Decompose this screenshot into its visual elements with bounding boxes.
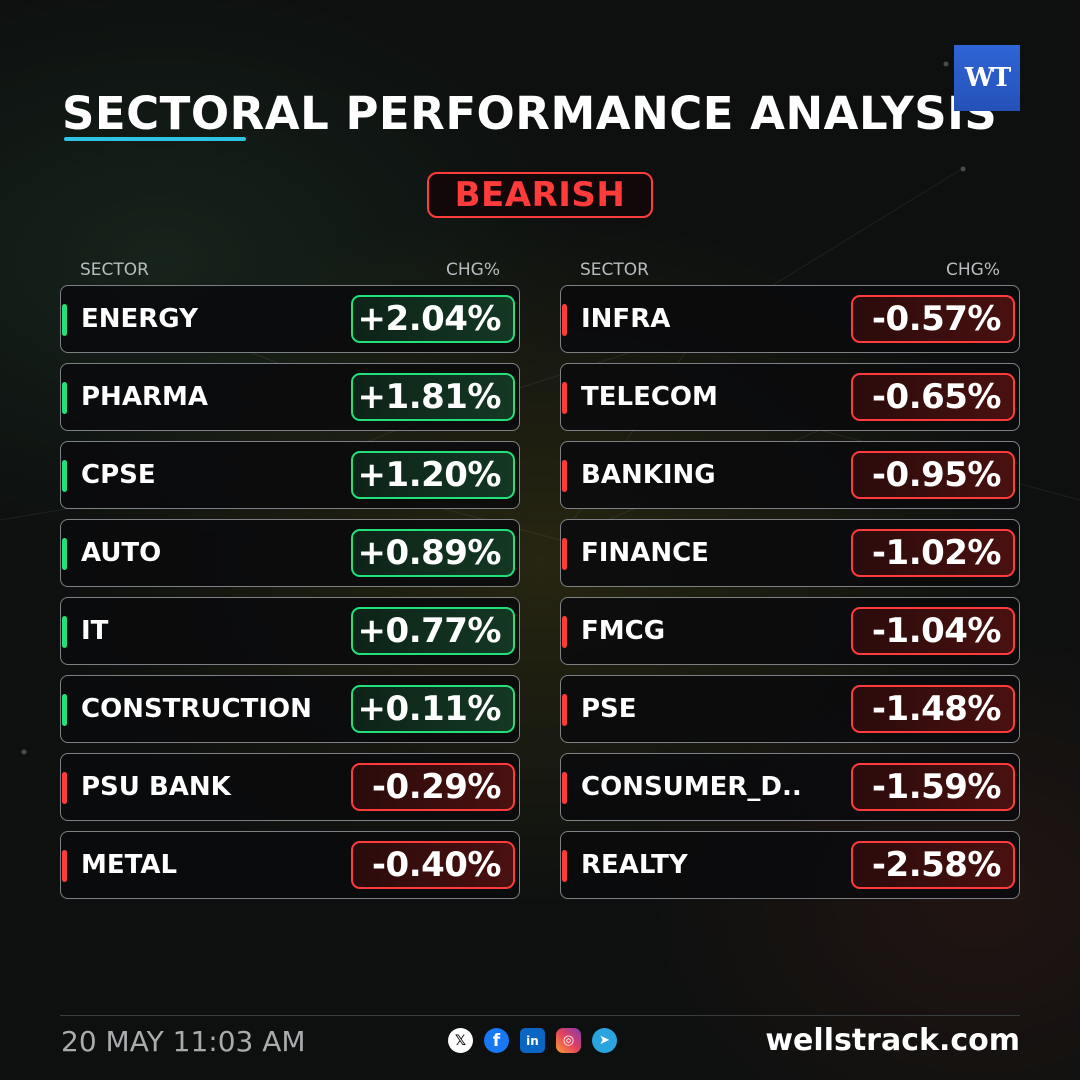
trend-indicator xyxy=(62,772,67,804)
trend-indicator xyxy=(562,382,567,414)
sector-row: FINANCE -1.02% xyxy=(560,519,1020,587)
sector-column-header: SECTOR xyxy=(580,260,649,280)
change-badge: -1.02% xyxy=(851,529,1015,577)
change-badge: -2.58% xyxy=(851,841,1015,889)
trend-indicator xyxy=(562,616,567,648)
table-header: SECTOR CHG% xyxy=(60,260,520,280)
sector-row: TELECOM -0.65% xyxy=(560,363,1020,431)
trend-indicator xyxy=(62,538,67,570)
sector-name: AUTO xyxy=(81,538,162,568)
sector-row: INFRA -0.57% xyxy=(560,285,1020,353)
change-badge: -0.65% xyxy=(851,373,1015,421)
sector-table-left: SECTOR CHG% ENERGY +2.04% PHARMA +1.81% CPSE… xyxy=(60,260,520,899)
sector-name: CPSE xyxy=(81,460,156,490)
change-badge: -1.48% xyxy=(851,685,1015,733)
sector-column-header: SECTOR xyxy=(80,260,149,280)
chg-column-header: CHG% xyxy=(946,260,1000,280)
sector-name: PHARMA xyxy=(81,382,208,412)
website-link[interactable]: wellstrack.com xyxy=(765,1023,1020,1058)
trend-indicator xyxy=(562,304,567,336)
sector-row: IT +0.77% xyxy=(60,597,520,665)
trend-indicator xyxy=(62,382,67,414)
sector-name: INFRA xyxy=(581,304,671,334)
change-badge: +1.20% xyxy=(351,451,515,499)
change-badge: +0.89% xyxy=(351,529,515,577)
change-badge: -0.40% xyxy=(351,841,515,889)
facebook-icon[interactable]: f xyxy=(484,1028,509,1053)
sector-row: ENERGY +2.04% xyxy=(60,285,520,353)
trend-indicator xyxy=(562,538,567,570)
sector-name: CONSUMER_D.. xyxy=(581,772,802,802)
change-badge: -0.29% xyxy=(351,763,515,811)
change-badge: +1.81% xyxy=(351,373,515,421)
sector-name: FMCG xyxy=(581,616,666,646)
sector-row: METAL -0.40% xyxy=(60,831,520,899)
sector-row: BANKING -0.95% xyxy=(560,441,1020,509)
change-badge: +0.11% xyxy=(351,685,515,733)
trend-indicator xyxy=(562,694,567,726)
change-badge: +0.77% xyxy=(351,607,515,655)
table-header: SECTOR CHG% xyxy=(560,260,1020,280)
sector-name: BANKING xyxy=(581,460,716,490)
sector-row: FMCG -1.04% xyxy=(560,597,1020,665)
trend-indicator xyxy=(562,460,567,492)
sentiment-badge: BEARISH xyxy=(427,172,653,218)
sector-row: AUTO +0.89% xyxy=(60,519,520,587)
change-badge: -1.04% xyxy=(851,607,1015,655)
trend-indicator xyxy=(62,460,67,492)
sector-row: PHARMA +1.81% xyxy=(60,363,520,431)
change-badge: +2.04% xyxy=(351,295,515,343)
timestamp: 20 MAY 11:03 AM xyxy=(61,1025,306,1058)
linkedin-icon[interactable]: in xyxy=(520,1028,545,1053)
sector-row: PSE -1.48% xyxy=(560,675,1020,743)
sector-name: PSE xyxy=(581,694,637,724)
sector-row: CONSUMER_D.. -1.59% xyxy=(560,753,1020,821)
sector-name: IT xyxy=(81,616,109,646)
trend-indicator xyxy=(562,772,567,804)
change-badge: -1.59% xyxy=(851,763,1015,811)
trend-indicator xyxy=(62,304,67,336)
change-badge: -0.57% xyxy=(851,295,1015,343)
sector-row: PSU BANK -0.29% xyxy=(60,753,520,821)
sector-row: REALTY -2.58% xyxy=(560,831,1020,899)
sector-name: REALTY xyxy=(581,850,688,880)
sector-table-right: SECTOR CHG% INFRA -0.57% TELECOM -0.65% BANK… xyxy=(560,260,1020,899)
trend-indicator xyxy=(62,850,67,882)
trend-indicator xyxy=(62,694,67,726)
x-icon[interactable]: 𝕏 xyxy=(448,1028,473,1053)
sector-row: CPSE +1.20% xyxy=(60,441,520,509)
footer-divider xyxy=(60,1015,1020,1016)
sector-name: PSU BANK xyxy=(81,772,231,802)
sector-name: METAL xyxy=(81,850,178,880)
chg-column-header: CHG% xyxy=(446,260,500,280)
change-badge: -0.95% xyxy=(851,451,1015,499)
wellstrack-logo: WT xyxy=(954,45,1020,111)
title-underline xyxy=(64,137,246,141)
telegram-icon[interactable]: ➤ xyxy=(592,1028,617,1053)
sector-name: CONSTRUCTION xyxy=(81,694,312,724)
trend-indicator xyxy=(62,616,67,648)
sector-name: FINANCE xyxy=(581,538,709,568)
page-title: SECTORAL PERFORMANCE ANALYSIS xyxy=(62,87,998,140)
sector-name: ENERGY xyxy=(81,304,198,334)
sector-name: TELECOM xyxy=(581,382,718,412)
instagram-icon[interactable]: ◎ xyxy=(556,1028,581,1053)
trend-indicator xyxy=(562,850,567,882)
sector-row: CONSTRUCTION +0.11% xyxy=(60,675,520,743)
